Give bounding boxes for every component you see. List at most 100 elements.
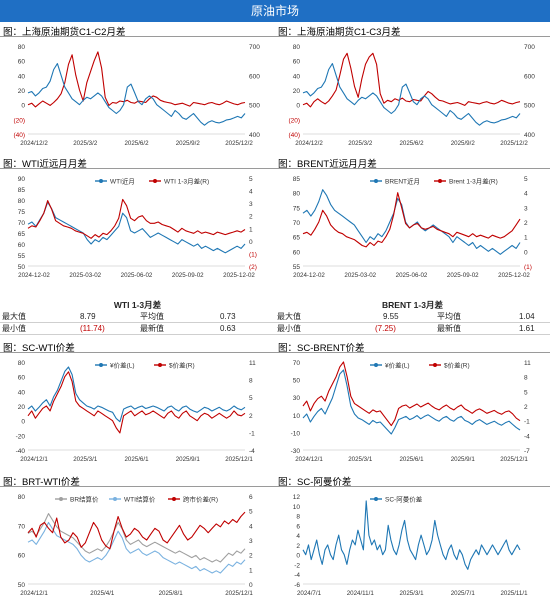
c3-title: 图：WTI近远月月差 — [3, 159, 87, 170]
c7-series-line — [27, 511, 246, 550]
c4-xtick: 2025-12-02 — [498, 272, 530, 279]
c2-chart: 80 60 40 20 0 (20) (40) 700 600 500 400 2024/12/2 20… — [288, 44, 535, 147]
c3-chart: 90 85 80 75 70 65 60 55 50 5 4 3 2 1 0 (1) (2) 2024-12-02… — [18, 176, 257, 279]
c3-ytick-right: 0 — [249, 239, 253, 246]
c8-title: 图：SC-阿曼价差 — [278, 477, 352, 488]
c4-ytick-left: 60 — [293, 249, 301, 256]
c7-ytick-right: 0 — [249, 582, 253, 589]
c3-ytick-left: 60 — [18, 242, 26, 249]
c1-ytick-left: 0 — [21, 103, 25, 110]
c3-ytick-left: 65 — [18, 231, 26, 238]
c2-ytick-right: 500 — [524, 103, 535, 110]
c5-ytick-left: 60 — [18, 375, 26, 382]
c7-ytick-left: 70 — [18, 523, 26, 530]
c6-ytick-right: 8 — [524, 375, 528, 382]
svg-text:WTI结算价: WTI结算价 — [124, 495, 156, 504]
c8-xtick: 2024/11/1 — [347, 590, 375, 597]
c2-xtick: 2025/6/2 — [399, 140, 424, 147]
c3-series-line — [27, 201, 246, 254]
c2-ytick-left: 60 — [293, 59, 301, 66]
c1-ytick-right: 500 — [249, 103, 260, 110]
c6-title-rule — [275, 352, 550, 353]
c3-ytick-left: 80 — [18, 198, 26, 205]
c6-title: 图：SC-BRENT价差 — [278, 343, 365, 354]
c5-ytick-left: 20 — [18, 404, 26, 411]
panel-brt-wti: 图：BRT-WTI价差 80 70 60 50 6 5 4 3 2 1 0 2024/12/1 2025/… — [0, 474, 275, 604]
c3-xtick: 2025-06-02 — [121, 272, 153, 279]
c5-legend-item: $价差(R) — [154, 361, 195, 370]
c4-series-line — [302, 192, 521, 248]
c8-ytick-left: 2 — [296, 543, 300, 550]
c5-xtick: 2025/6/1 — [124, 456, 149, 463]
c7-xtick: 2025/12/1 — [225, 590, 253, 597]
brent-avg-value: 1.04 — [519, 312, 535, 321]
wti-min-value: (11.74) — [80, 324, 105, 333]
c1-title: 图：上海原油期货C1-C2月差 — [3, 27, 126, 38]
c1-ytick-right: 600 — [249, 73, 260, 80]
c2-xtick: 2025/12/2 — [500, 140, 528, 147]
c1-ytick-left: 60 — [18, 59, 26, 66]
c3-ytick-right: (1) — [249, 251, 257, 258]
brent-latest-label: 最新值 — [437, 324, 461, 333]
c5-title-rule — [0, 352, 275, 353]
svg-text:$价差(R): $价差(R) — [169, 361, 195, 370]
c2-ytick-right: 400 — [524, 132, 535, 139]
c3-title-rule — [0, 168, 275, 169]
c4-xtick: 2025-06-02 — [396, 272, 428, 279]
panel-sc-c1c3: 图：上海原油期货C1-C3月差 80 60 40 20 0 (20) (40) 700 600 50… — [275, 24, 550, 154]
c8-ytick-left: -4 — [294, 572, 300, 579]
c1-ytick-left: (20) — [13, 117, 25, 124]
c6-series-line — [302, 369, 521, 435]
c2-ytick-left: (40) — [288, 132, 300, 139]
c7-ytick-right: 6 — [249, 494, 253, 501]
c6-ytick-left: 70 — [293, 360, 301, 367]
c7-xtick: 2024/12/1 — [20, 590, 48, 597]
brent-stats-row-2: 最小值 (7.25) 最新值 1.61 — [275, 323, 550, 335]
c7-title-rule — [0, 486, 275, 487]
c2-ytick-left: (20) — [288, 117, 300, 124]
svg-text:SC-阿曼价差: SC-阿曼价差 — [385, 495, 423, 504]
c2-ytick-left: 40 — [293, 73, 301, 80]
c5-series-line — [27, 371, 246, 434]
wti-latest-label: 最新值 — [140, 324, 164, 333]
c6-xtick: 2024/12/1 — [295, 456, 323, 463]
c7-ytick-right: 3 — [249, 538, 253, 545]
svg-text:WTI 1-3月差(R): WTI 1-3月差(R) — [164, 177, 209, 186]
wti-max-value: 8.79 — [80, 312, 96, 321]
c6-ytick-left: -30 — [291, 448, 301, 455]
c5-ytick-right: 11 — [249, 360, 256, 367]
c3-ytick-right: 4 — [249, 189, 253, 196]
c6-ytick-right: 2 — [524, 404, 528, 411]
brent-max-label: 最大值 — [277, 312, 301, 321]
c3-series-line — [27, 198, 246, 239]
c4-series-line — [302, 189, 521, 255]
c8-xtick: 2024/7/1 — [297, 590, 322, 597]
c8-ytick-left: -6 — [294, 582, 300, 589]
c3-xtick: 2024-12-02 — [18, 272, 50, 279]
c5-chart: 80 60 40 20 0 -20 -40 11 8 5 2 -1 -4 2024/12/1 2025/3/… — [16, 360, 257, 463]
wti-avg-label: 平均值 — [140, 312, 164, 321]
c7-title: 图：BRT-WTI价差 — [3, 477, 80, 488]
c7-series-line — [27, 521, 246, 574]
c4-ytick-left: 85 — [293, 176, 301, 183]
c4-ytick-left: 65 — [293, 235, 301, 242]
c6-ytick-right: 11 — [524, 360, 531, 367]
svg-text:BRENT近月: BRENT近月 — [385, 177, 420, 186]
c3-ytick-left: 55 — [18, 253, 26, 260]
c4-ytick-left: 55 — [293, 264, 301, 271]
c3-ytick-left: 50 — [18, 264, 26, 271]
c5-ytick-right: -1 — [249, 430, 255, 437]
c5-ytick-left: -40 — [16, 448, 26, 455]
panel-wti-spread: 图：WTI近远月月差 90 85 80 75 70 65 60 55 50 5 4 3 2 1 0 (1) (2)… — [0, 156, 275, 286]
c1-xtick: 2025/3/2 — [73, 140, 98, 147]
c5-ytick-left: 0 — [21, 419, 25, 426]
c4-title: 图：BRENT近远月月差 — [278, 159, 377, 170]
c2-xtick: 2025/9/2 — [451, 140, 476, 147]
c3-xtick: 2025-12-02 — [223, 272, 255, 279]
c5-ytick-left: -20 — [16, 433, 26, 440]
c2-ytick-left: 20 — [293, 88, 301, 95]
c4-ytick-right: 5 — [524, 176, 528, 183]
svg-text:BR结算价: BR结算价 — [70, 495, 99, 504]
panel-sc-brent: 图：SC-BRENT价差 70 50 30 10 -10 -30 11 8 5 2 -1 -4 -7 202… — [275, 340, 550, 470]
c3-ytick-right: 5 — [249, 176, 253, 183]
